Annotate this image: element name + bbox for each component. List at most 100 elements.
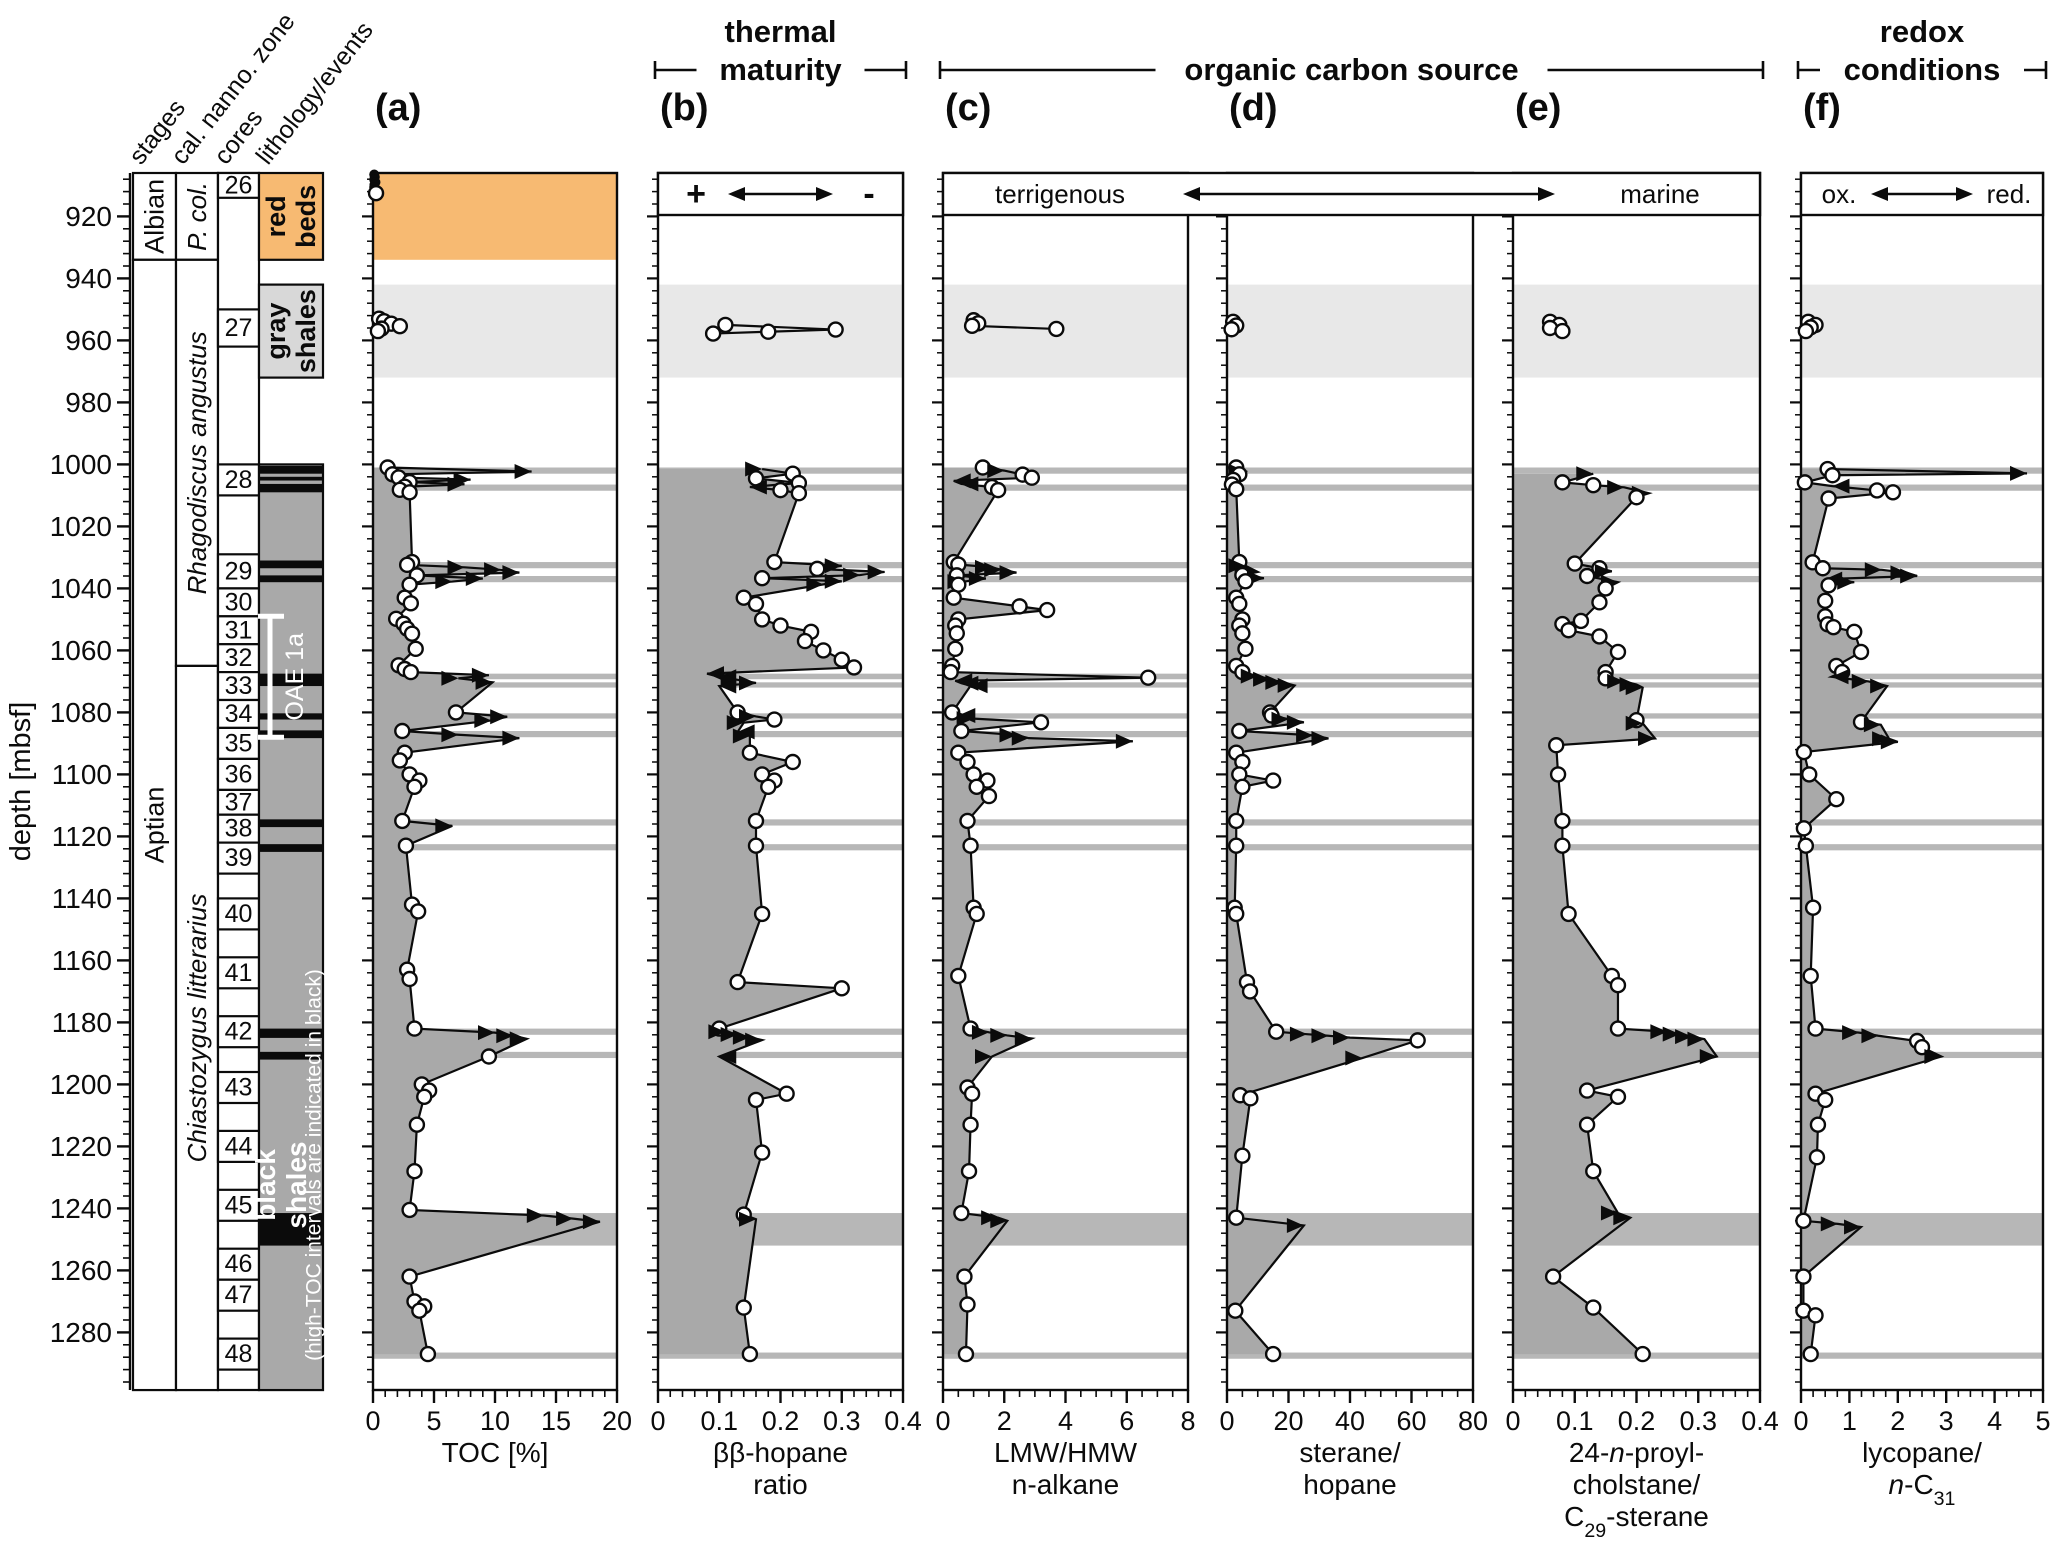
sample-circle xyxy=(980,787,998,805)
sample-circle xyxy=(845,659,863,676)
x-tick-label: 80 xyxy=(1458,1406,1488,1436)
lithology-black-band-9 xyxy=(260,844,322,852)
sample-circle xyxy=(1231,722,1248,740)
high-toc-arrow-right xyxy=(502,565,520,581)
high-toc-arrow-right xyxy=(1576,466,1594,482)
high-toc-arrow-right xyxy=(1900,568,1918,584)
sample-circle xyxy=(1585,476,1602,494)
panel-f-shale-band-3 xyxy=(1801,576,2043,583)
depth-tick-label: 980 xyxy=(65,387,112,418)
panel-d-shale-band-5 xyxy=(1227,682,1473,688)
sample-circle xyxy=(1578,1116,1596,1133)
sample-circle xyxy=(827,321,844,338)
core-number-34: 34 xyxy=(225,700,253,728)
sample-circle xyxy=(1814,560,1831,577)
sample-circle xyxy=(1554,322,1571,340)
panel-a-x-axis: 0 5 10 15 20 TOC [%] xyxy=(365,1390,632,1468)
stage-box-Aptian xyxy=(131,258,178,1392)
depth-tick-label: 1240 xyxy=(50,1193,112,1224)
sample-circle xyxy=(1560,622,1577,639)
high-toc-arrow-right xyxy=(1265,674,1283,690)
panel-e-x-axis: 0 0.1 0.2 0.3 0.4 24-n-proyl-cholstane/C29-st… xyxy=(1505,1390,1779,1542)
high-toc-arrow-right xyxy=(475,674,493,690)
panel-c-shale-band-6 xyxy=(943,713,1188,719)
sample-circle xyxy=(784,753,801,771)
high-toc-arrow-right xyxy=(739,708,756,724)
high-toc-arrow-right xyxy=(745,461,763,477)
sample-circle xyxy=(753,1144,771,1161)
sample-circle xyxy=(1825,618,1842,636)
sample-circle xyxy=(403,625,421,642)
depth-tick-label: 940 xyxy=(65,263,112,294)
high-toc-arrow-right xyxy=(447,559,465,575)
x-tick-label: 0 xyxy=(935,1406,950,1436)
high-toc-arrow-right xyxy=(447,476,465,492)
sample-circle xyxy=(1802,1345,1819,1363)
sample-circle xyxy=(950,967,967,985)
high-toc-arrow-right xyxy=(806,576,824,592)
depth-tick-label: 1220 xyxy=(50,1131,112,1162)
panel-e-axis-title-line-2: cholstane/ xyxy=(1573,1469,1701,1500)
high-toc-arrow-right xyxy=(1277,677,1295,693)
panel-a: 0 5 10 15 20 TOC [%] (a) xyxy=(362,87,632,1468)
panel-b-shale-band-11 xyxy=(658,1051,903,1059)
high-toc-arrow-right xyxy=(435,574,453,590)
core-number-26: 26 xyxy=(225,171,253,199)
high-toc-arrow-right xyxy=(1345,1050,1363,1066)
sample-circle xyxy=(1591,594,1608,611)
sample-circle xyxy=(401,1268,418,1285)
high-toc-arrow-right xyxy=(465,570,483,586)
high-toc-arrow-right xyxy=(726,715,744,731)
note-arrow-left-head xyxy=(1871,187,1888,201)
high-toc-arrow-left xyxy=(707,666,724,682)
sample-circle xyxy=(1234,778,1251,795)
high-toc-arrow-right xyxy=(1880,734,1898,750)
sample-circle xyxy=(402,663,420,681)
high-toc-arrow-right xyxy=(739,1211,756,1227)
sample-circle xyxy=(1824,467,1841,484)
panel-e-shale-band-0 xyxy=(1513,467,1760,474)
high-toc-arrow-right xyxy=(502,730,520,746)
sample-circle xyxy=(1820,577,1837,594)
organic-source-direction-note: terrigenous marine xyxy=(941,171,1762,217)
high-toc-arrow-right xyxy=(739,675,756,691)
sample-circle xyxy=(1795,1212,1812,1230)
panel-f-shale-band-5 xyxy=(1801,682,2043,688)
panel-b-shale-band-8 xyxy=(658,819,903,826)
sample-circle xyxy=(1585,1162,1602,1180)
panel-c-shale-band-13 xyxy=(943,1352,1188,1359)
x-tick-label: 60 xyxy=(1396,1406,1426,1436)
panel-e: 0 0.1 0.2 0.3 0.4 24-n-proyl-cholstane/C29-st… xyxy=(1502,87,1779,1542)
note-left-label: ox. xyxy=(1822,179,1857,209)
panel-b-direction-note: + - xyxy=(656,171,905,217)
sample-circle xyxy=(953,1204,970,1222)
high-toc-arrow-right xyxy=(435,818,453,834)
high-toc-arrow-right xyxy=(1011,730,1029,746)
panel-e-shale-band-4 xyxy=(1513,673,1760,680)
core-box-48 xyxy=(216,1337,261,1371)
panel-c-shale-band-10 xyxy=(943,1028,1188,1035)
sample-circle xyxy=(1820,490,1837,507)
panel-d-axis-title-line-2: hopane xyxy=(1303,1469,1396,1500)
panel-a-shale-band-2 xyxy=(373,562,617,569)
panel-f-shale-band-7 xyxy=(1801,731,2043,738)
nanno-zone-label-2: Chiastozygus litterarius xyxy=(182,894,212,1163)
panel-a-shale-band-4 xyxy=(373,673,617,680)
panel-d-shale-band-6 xyxy=(1227,713,1473,719)
x-tick-label: 4 xyxy=(1058,1406,1073,1436)
sample-circle xyxy=(1591,628,1608,645)
sample-circle xyxy=(704,325,722,342)
sample-circle xyxy=(401,970,418,988)
core-number-38: 38 xyxy=(225,815,253,843)
panel-f-shale-band-10 xyxy=(1801,1028,2043,1035)
sample-circle xyxy=(772,617,789,634)
lithology-black-band-11 xyxy=(260,1051,322,1060)
sample-circle xyxy=(1609,643,1627,661)
sample-circle xyxy=(406,1162,423,1180)
high-toc-arrow-right xyxy=(990,1027,1008,1043)
high-toc-arrow-right xyxy=(1870,678,1888,694)
high-toc-arrow-right xyxy=(1240,668,1258,684)
sample-circle xyxy=(480,1048,498,1065)
core-number-27: 27 xyxy=(225,314,253,342)
